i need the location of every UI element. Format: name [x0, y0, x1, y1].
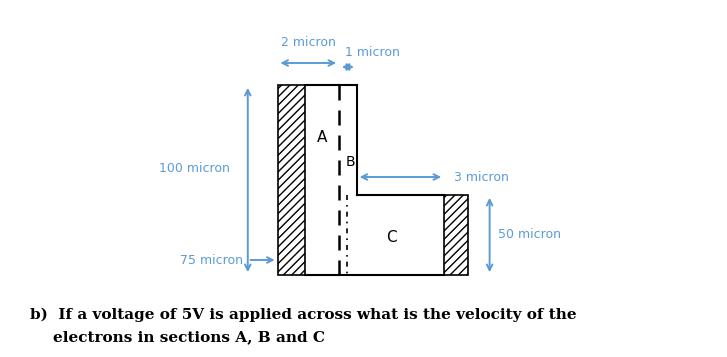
Bar: [278, 85, 305, 275]
Text: b)  If a voltage of 5V is applied across what is the velocity of the: b) If a voltage of 5V is applied across …: [30, 308, 577, 322]
Text: A: A: [317, 130, 327, 145]
Text: C: C: [386, 230, 397, 245]
Text: 2 micron: 2 micron: [281, 36, 336, 49]
Text: 3 micron: 3 micron: [454, 171, 509, 183]
Text: 75 micron: 75 micron: [180, 253, 243, 266]
Text: electrons in sections A, B and C: electrons in sections A, B and C: [52, 330, 324, 344]
Text: B: B: [346, 155, 356, 169]
Bar: [444, 195, 467, 275]
Text: 1 micron: 1 micron: [345, 46, 400, 59]
Text: 50 micron: 50 micron: [497, 228, 561, 241]
Text: 100 micron: 100 micron: [159, 161, 230, 175]
